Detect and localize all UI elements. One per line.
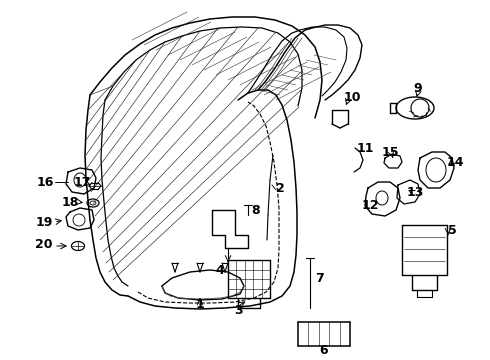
Text: 3: 3 <box>234 303 243 316</box>
Text: 11: 11 <box>356 141 374 154</box>
Text: 18: 18 <box>61 195 79 208</box>
Text: 14: 14 <box>446 156 464 168</box>
Text: 1: 1 <box>196 298 204 311</box>
Text: 20: 20 <box>35 239 53 252</box>
Text: 16: 16 <box>36 176 54 189</box>
Text: 12: 12 <box>361 198 379 212</box>
Text: 5: 5 <box>448 224 456 237</box>
Text: 4: 4 <box>216 264 224 276</box>
Text: 2: 2 <box>275 181 284 194</box>
Text: 8: 8 <box>252 203 260 216</box>
Text: 6: 6 <box>319 343 328 356</box>
Text: 13: 13 <box>406 185 424 198</box>
Text: 9: 9 <box>414 81 422 95</box>
Text: 7: 7 <box>316 271 324 284</box>
Text: 15: 15 <box>381 145 399 158</box>
Text: 17: 17 <box>73 176 91 189</box>
Text: 10: 10 <box>343 90 361 104</box>
Text: 19: 19 <box>35 216 53 229</box>
